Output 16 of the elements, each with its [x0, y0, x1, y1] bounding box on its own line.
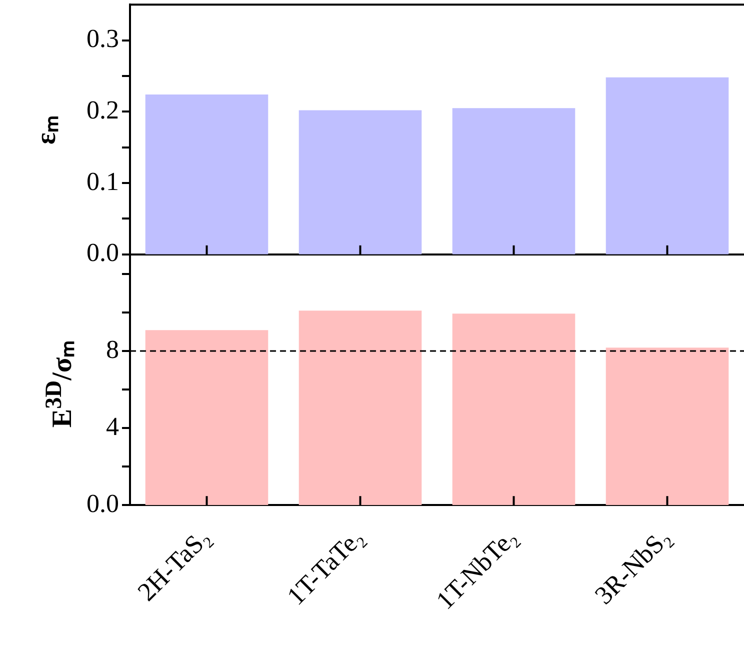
y-tick-label: 0.0 [86, 488, 119, 518]
bar [145, 94, 268, 254]
y-tick-label: 0.0 [86, 238, 119, 268]
y-tick-label: 0.1 [86, 166, 119, 196]
y-tick-label: 0.2 [86, 95, 119, 124]
y-tick-label: 8 [106, 334, 119, 364]
bar [452, 108, 576, 254]
y-axis-title: εₘ [30, 116, 63, 144]
y-tick-label: 0.3 [86, 24, 119, 54]
bar [452, 314, 576, 506]
bar [606, 348, 729, 506]
bar [298, 310, 422, 506]
bar [606, 77, 729, 254]
bar [298, 110, 422, 254]
bar [145, 330, 268, 506]
y-tick-label: 4 [106, 412, 119, 441]
